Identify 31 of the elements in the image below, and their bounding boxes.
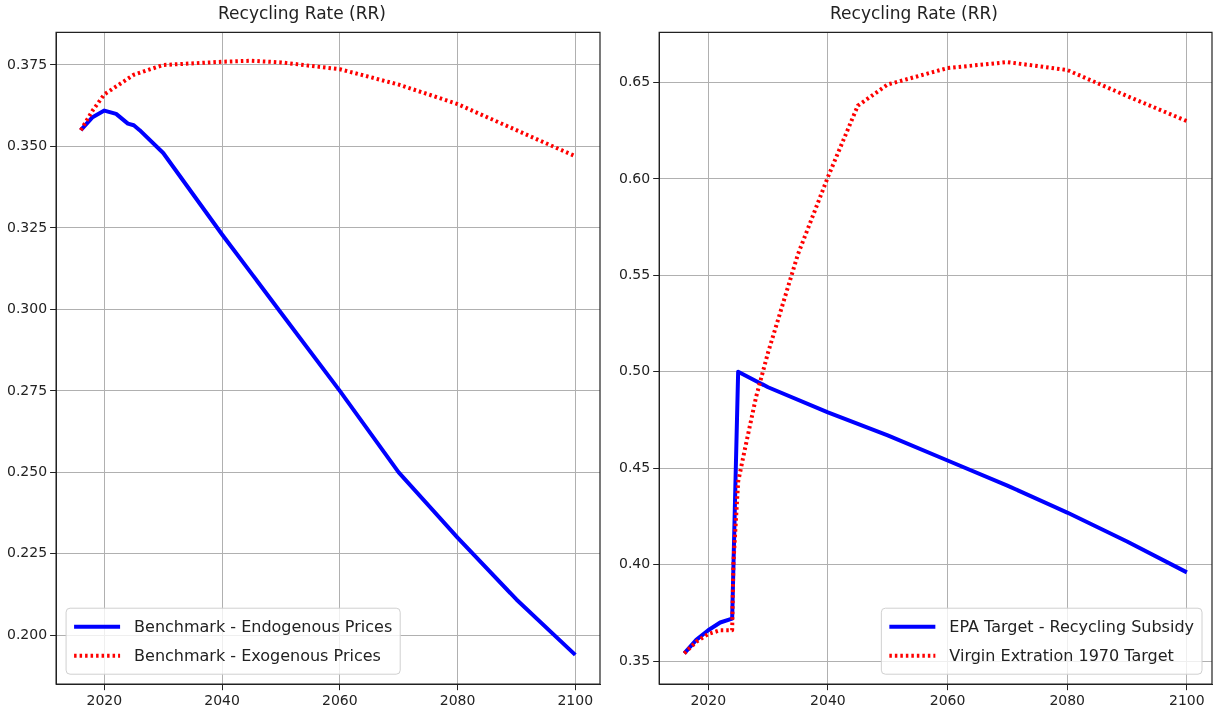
y-tick-label: 0.65 <box>619 73 651 90</box>
x-tick-label: 2060 <box>321 692 358 709</box>
x-tick-label: 2020 <box>86 692 123 709</box>
legend-label: EPA Target - Recycling Subsidy <box>949 616 1195 636</box>
x-tick-label: 2100 <box>1169 692 1205 709</box>
x-tick-label: 2060 <box>929 692 966 709</box>
y-tick-label: 0.300 <box>6 300 48 317</box>
x-tick-label: 2080 <box>439 692 476 709</box>
x-tick-label: 2040 <box>810 692 846 709</box>
legend-label: Virgin Extration 1970 Target <box>949 645 1174 665</box>
y-tick-label: 0.275 <box>6 381 48 398</box>
x-tick-label: 2080 <box>1049 692 1086 709</box>
chart-title: Recycling Rate (RR) <box>218 2 386 23</box>
y-tick-label: 0.35 <box>619 651 651 668</box>
y-tick-label: 0.375 <box>6 55 48 72</box>
x-tick-label: 2100 <box>557 692 594 709</box>
x-tick-label: 2040 <box>204 692 240 709</box>
y-tick-label: 0.40 <box>619 555 651 572</box>
legend-label: Benchmark - Exogenous Prices <box>134 645 381 665</box>
legend-label: Benchmark - Endogenous Prices <box>134 616 393 636</box>
y-tick-label: 0.325 <box>6 218 48 235</box>
y-tick-label: 0.50 <box>619 362 651 379</box>
y-tick-label: 0.60 <box>619 169 651 186</box>
chart-title: Recycling Rate (RR) <box>830 2 998 23</box>
x-tick-label: 2020 <box>690 692 727 709</box>
y-tick-label: 0.200 <box>6 625 48 642</box>
y-tick-label: 0.250 <box>6 463 48 480</box>
y-tick-label: 0.350 <box>6 137 48 154</box>
y-tick-label: 0.55 <box>619 266 651 283</box>
y-tick-label: 0.45 <box>619 458 651 475</box>
y-tick-label: 0.225 <box>6 544 48 561</box>
